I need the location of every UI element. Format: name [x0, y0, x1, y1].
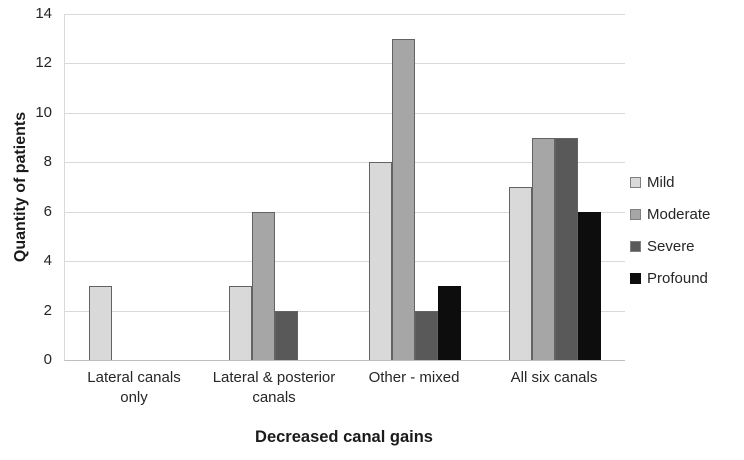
legend-marker-mild-icon	[630, 177, 641, 188]
gridline-12	[65, 63, 625, 65]
bar-mild-other-mixed	[369, 162, 392, 360]
x-axis-category-labels: Lateral canals only Lateral & posterior c…	[64, 368, 624, 408]
gridline-6	[65, 211, 625, 213]
legend-item-severe: Severe	[630, 238, 710, 255]
gridline-14	[65, 14, 625, 15]
bar-profound-other-mixed	[438, 285, 461, 360]
y-tick-label-14: 14	[35, 5, 52, 22]
x-category-label-all-six-canals: All six canals	[510, 369, 598, 386]
y-axis-title: Quantity of patients	[12, 111, 29, 263]
bar-group-other-mixed	[345, 14, 485, 360]
y-tick-label-4: 4	[43, 252, 52, 270]
bar-severe-other-mixed	[415, 310, 438, 360]
legend-label-moderate: Moderate	[647, 206, 711, 223]
y-tick-label-6: 6	[43, 202, 52, 220]
x-category-label-lateral-canals-only: Lateral canals only	[87, 369, 181, 406]
y-tick-label-10: 10	[35, 103, 52, 121]
x-category-label-lateral-posterior-canals: Lateral & posterior canals	[212, 369, 336, 406]
legend-marker-profound-icon	[630, 273, 641, 284]
legend-label-severe: Severe	[647, 238, 695, 255]
x-axis-title: Decreased canal gains	[255, 428, 433, 446]
bar-mild-lateral-canals-only	[89, 285, 112, 360]
gridline-8	[65, 162, 625, 164]
legend-item-moderate: Moderate	[630, 206, 710, 223]
bar-mild-all-six-canals	[509, 187, 532, 360]
gridline-10	[65, 112, 625, 114]
legend: Mild Moderate Severe Profound	[630, 174, 710, 287]
legend-label-profound: Profound	[647, 270, 708, 287]
bar-severe-all-six-canals	[555, 137, 578, 360]
legend-item-profound: Profound	[630, 270, 710, 287]
y-tick-label-8: 8	[43, 153, 52, 171]
bar-moderate-all-six-canals	[532, 137, 555, 360]
bar-profound-all-six-canals	[578, 211, 601, 360]
gridline-2	[65, 310, 625, 312]
y-tick-label-12: 12	[35, 54, 52, 72]
y-tick-label-0: 0	[43, 351, 52, 368]
x-category-label-other-mixed: Other - mixed	[368, 369, 460, 386]
bar-severe-lateral-posterior-canals	[275, 310, 298, 360]
bar-moderate-lateral-posterior-canals	[252, 211, 275, 360]
bar-group-all-six-canals	[485, 14, 625, 360]
plot-area	[64, 14, 625, 361]
legend-marker-severe-icon	[630, 241, 641, 252]
bar-group-lateral-posterior-canals	[205, 14, 345, 360]
bar-mild-lateral-posterior-canals	[229, 285, 252, 360]
legend-label-mild: Mild	[647, 174, 675, 191]
bar-groups	[65, 14, 625, 360]
legend-item-mild: Mild	[630, 174, 710, 191]
y-tick-label-2: 2	[43, 301, 52, 319]
bar-group-lateral-canals-only	[65, 14, 205, 360]
bar-moderate-other-mixed	[392, 38, 415, 360]
gridline-4	[65, 261, 625, 263]
legend-marker-moderate-icon	[630, 209, 641, 220]
